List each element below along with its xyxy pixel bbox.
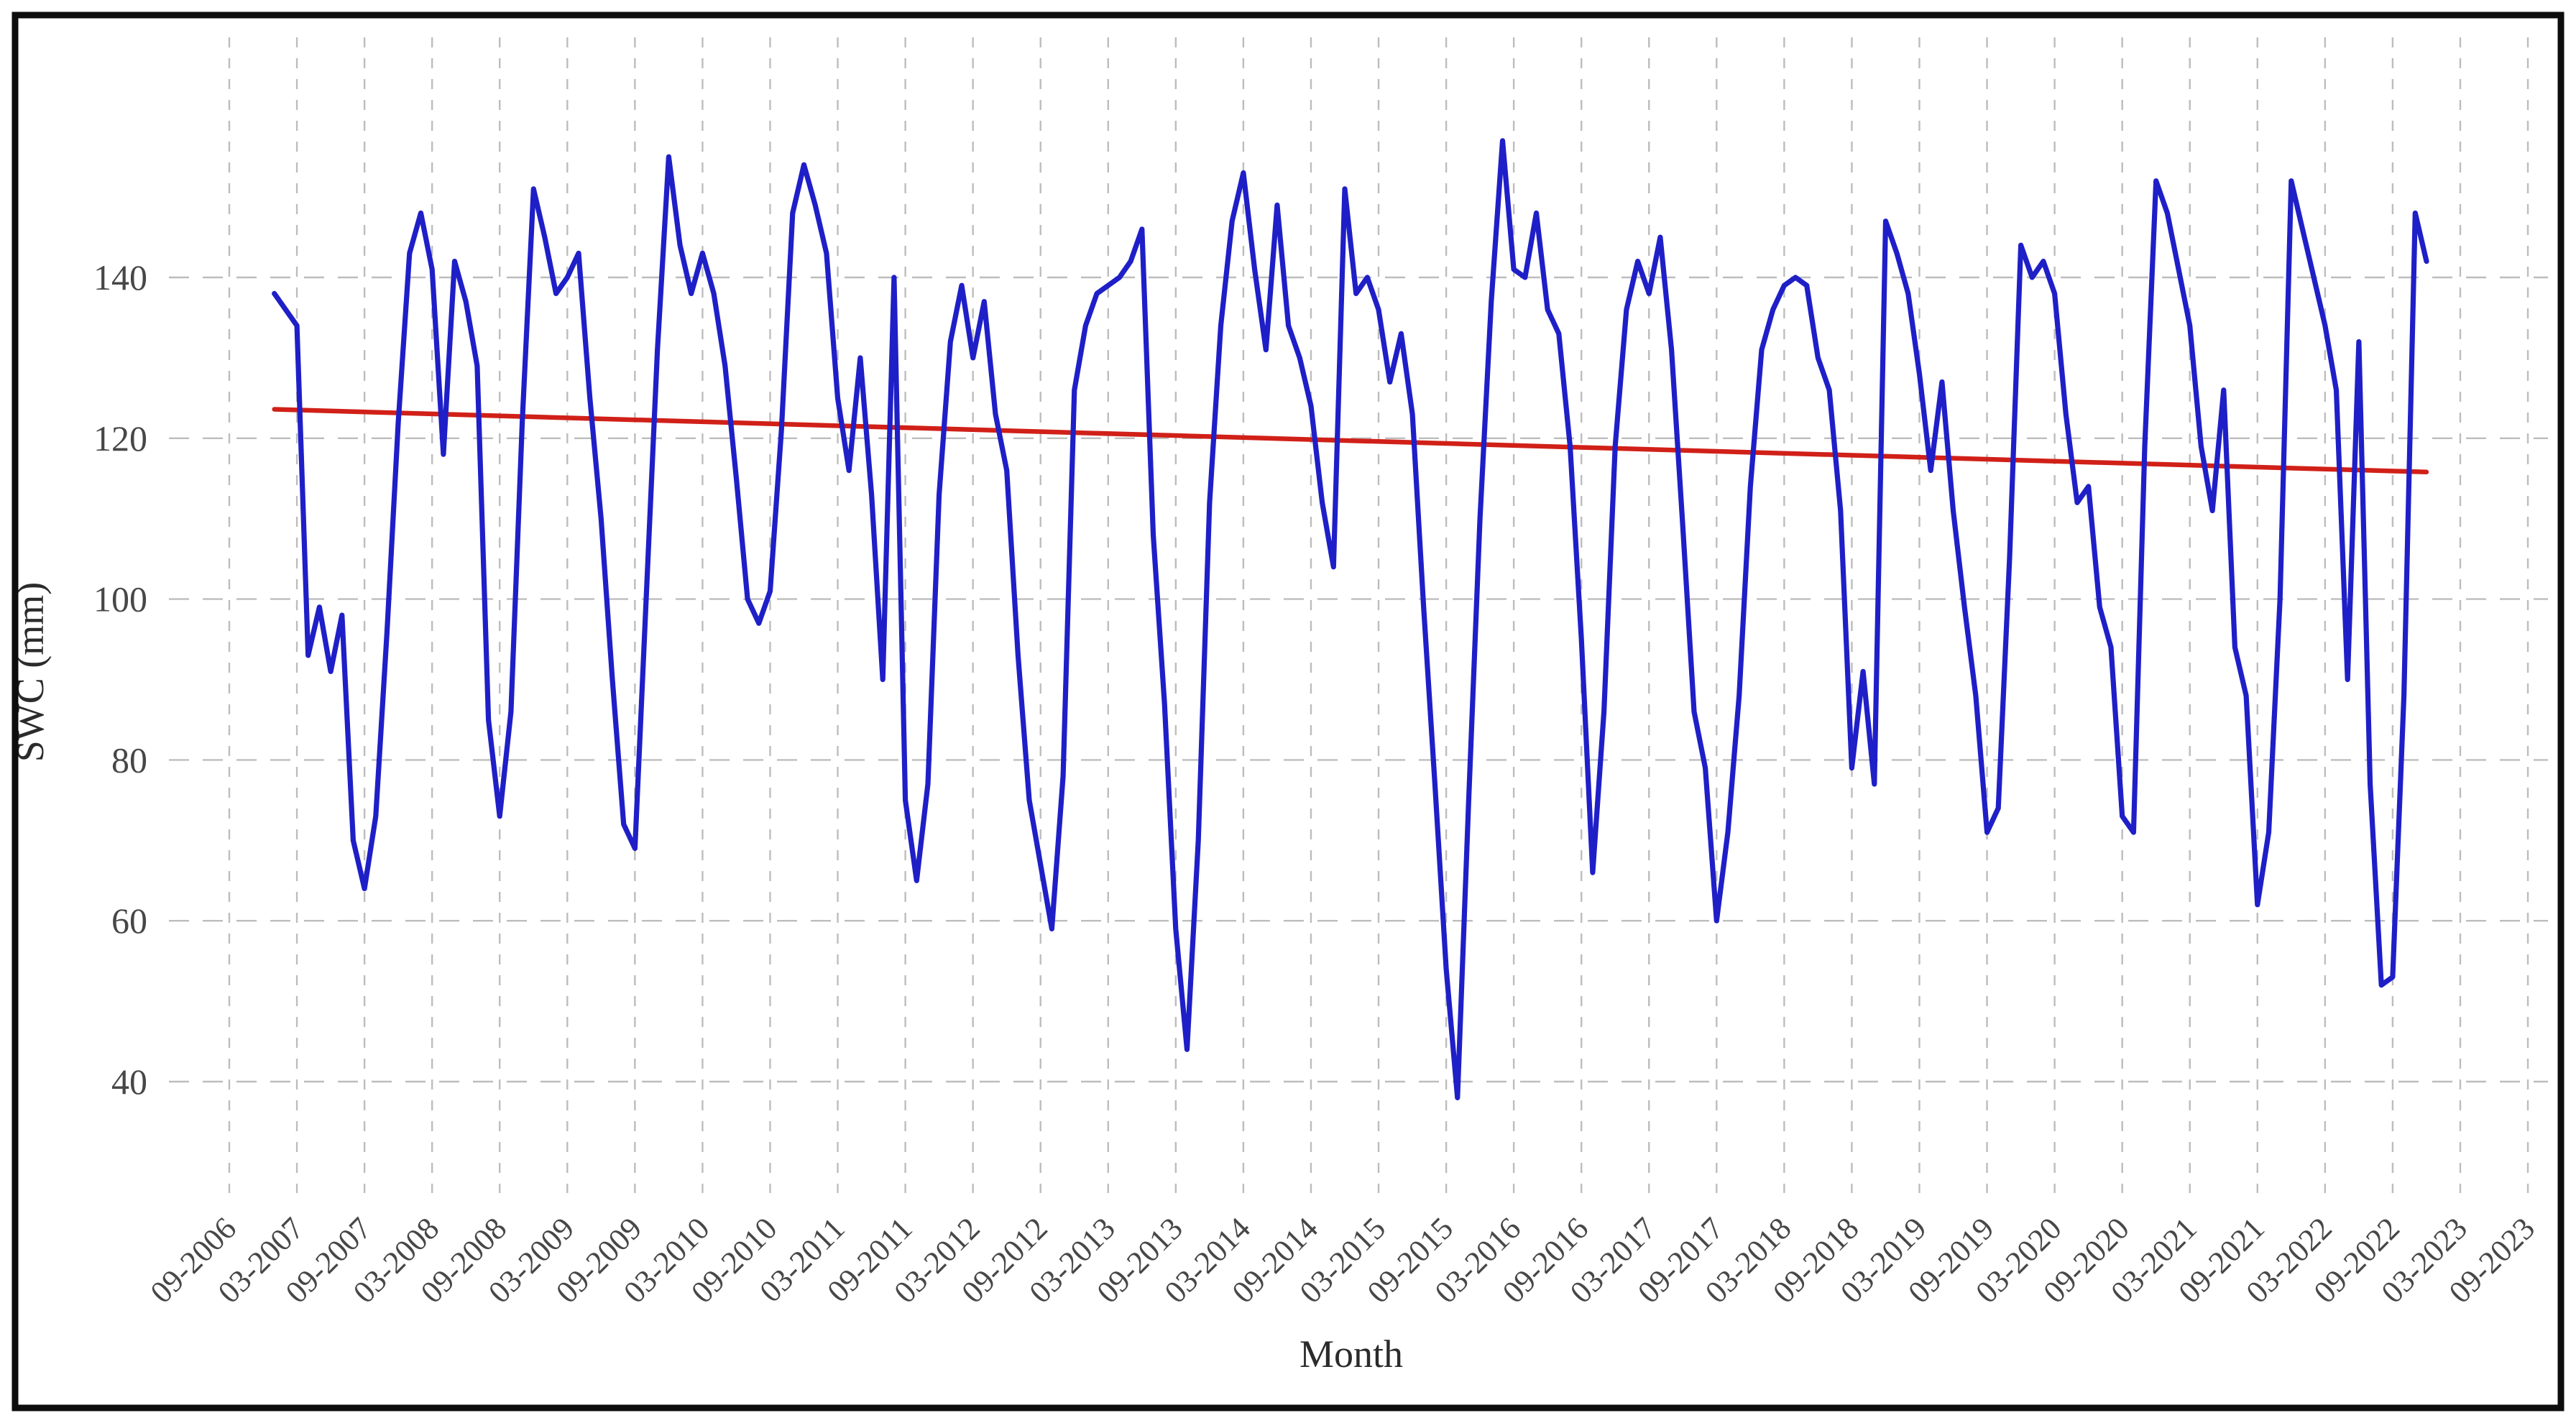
x-axis-title: Month [1300, 1332, 1403, 1376]
trend-line [272, 407, 2429, 475]
outer-frame [12, 11, 2564, 1412]
y-tick-label: 40 [111, 1062, 147, 1102]
y-tick-label: 140 [93, 257, 147, 298]
y-tick-label: 60 [111, 901, 147, 941]
y-tick-label: 100 [93, 579, 147, 620]
y-tick-label: 80 [111, 740, 147, 780]
y-tick-label: 120 [93, 418, 147, 459]
swc-series-line [272, 138, 2429, 1101]
